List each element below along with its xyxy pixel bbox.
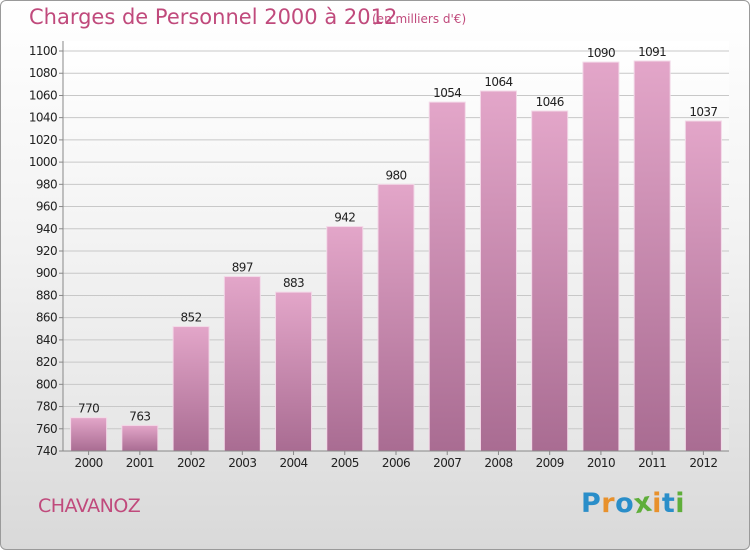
bar-2009: [531, 110, 569, 452]
x-tick-label: 2006: [382, 456, 410, 470]
y-tick-label: 860: [36, 311, 57, 325]
y-tick-label: 920: [36, 244, 57, 258]
bars: 770 763 852 897 883 942 980 1054 1064 1046 1090 109…: [70, 45, 722, 452]
proxiti-logo: Proxiti: [581, 487, 686, 521]
y-tick-label: 1020: [29, 133, 57, 147]
logo-letter: r: [601, 488, 616, 519]
y-tick-label: 740: [36, 444, 57, 458]
x-tick-label: 2012: [689, 456, 717, 470]
bar-2004: [275, 291, 313, 452]
x-tick-label: 2007: [433, 456, 461, 470]
y-tick-label: 1080: [29, 66, 57, 80]
data-label: 1046: [536, 95, 564, 109]
data-label: 770: [78, 402, 99, 416]
y-tick-label: 760: [36, 422, 57, 436]
x-tick-label: 2011: [638, 456, 666, 470]
bar-2000: [70, 417, 108, 452]
y-tick-label: 780: [36, 400, 57, 414]
y-tick-label: 1060: [29, 88, 57, 102]
bar-2006: [377, 183, 415, 452]
y-axis: 740 760 780 800 820 840 860 880 900 920 940 960 980 1…: [29, 41, 64, 458]
y-tick-label: 880: [36, 288, 57, 302]
unit-note: (en milliers d'€): [372, 12, 467, 26]
bar-2008: [479, 90, 517, 452]
chart-title: Charges de Personnel 2000 à 2012: [29, 5, 398, 29]
logo-letter: i: [652, 488, 662, 519]
x-tick-label: 2001: [126, 456, 154, 470]
data-label: 1091: [638, 45, 666, 59]
bar-2003: [223, 276, 261, 452]
y-tick-label: 900: [36, 266, 57, 280]
x-tick-label: 2004: [279, 456, 307, 470]
y-tick-label: 980: [36, 177, 57, 191]
logo-letter: t: [661, 488, 676, 519]
data-label: 897: [232, 261, 253, 275]
y-tick-label: 1100: [29, 44, 57, 58]
bar-2010: [582, 61, 620, 452]
data-label: 883: [283, 276, 304, 290]
logo-letter: o: [615, 488, 635, 519]
data-label: 1090: [587, 46, 615, 60]
x-tick-label: 2009: [536, 456, 564, 470]
bar-2001: [121, 424, 159, 452]
data-label: 1054: [433, 86, 461, 100]
y-tick-label: 960: [36, 200, 57, 214]
x-tick-label: 2005: [331, 456, 359, 470]
bar-2012: [684, 120, 722, 452]
y-tick-label: 940: [36, 222, 57, 236]
y-tick-label: 1040: [29, 111, 57, 125]
data-label: 852: [181, 311, 202, 325]
y-tick-label: 1000: [29, 155, 57, 169]
data-label: 1064: [484, 75, 512, 89]
bar-2002: [172, 326, 210, 452]
x-tick-label: 2010: [587, 456, 615, 470]
x-tick-label: 2002: [177, 456, 205, 470]
x-tick-label: 2000: [75, 456, 103, 470]
y-tick-label: 820: [36, 355, 57, 369]
y-tick-label: 840: [36, 333, 57, 347]
bar-2005: [326, 226, 364, 452]
logo-letter: P: [581, 488, 602, 519]
x-tick-label: 2003: [228, 456, 256, 470]
data-label: 1037: [689, 105, 717, 119]
y-tick-label: 800: [36, 377, 57, 391]
data-label: 942: [334, 211, 355, 225]
data-label: 980: [385, 168, 406, 182]
bar-2007: [428, 101, 466, 452]
logo-letter: i: [675, 488, 686, 519]
x-axis: 2000 2001 2002 2003 2004 2005 2006 2007 2008 2009…: [63, 450, 729, 470]
bar-2011: [633, 60, 671, 452]
x-tick-label: 2008: [484, 456, 512, 470]
commune-name: CHAVANOZ: [38, 495, 141, 517]
data-label: 763: [129, 409, 150, 423]
